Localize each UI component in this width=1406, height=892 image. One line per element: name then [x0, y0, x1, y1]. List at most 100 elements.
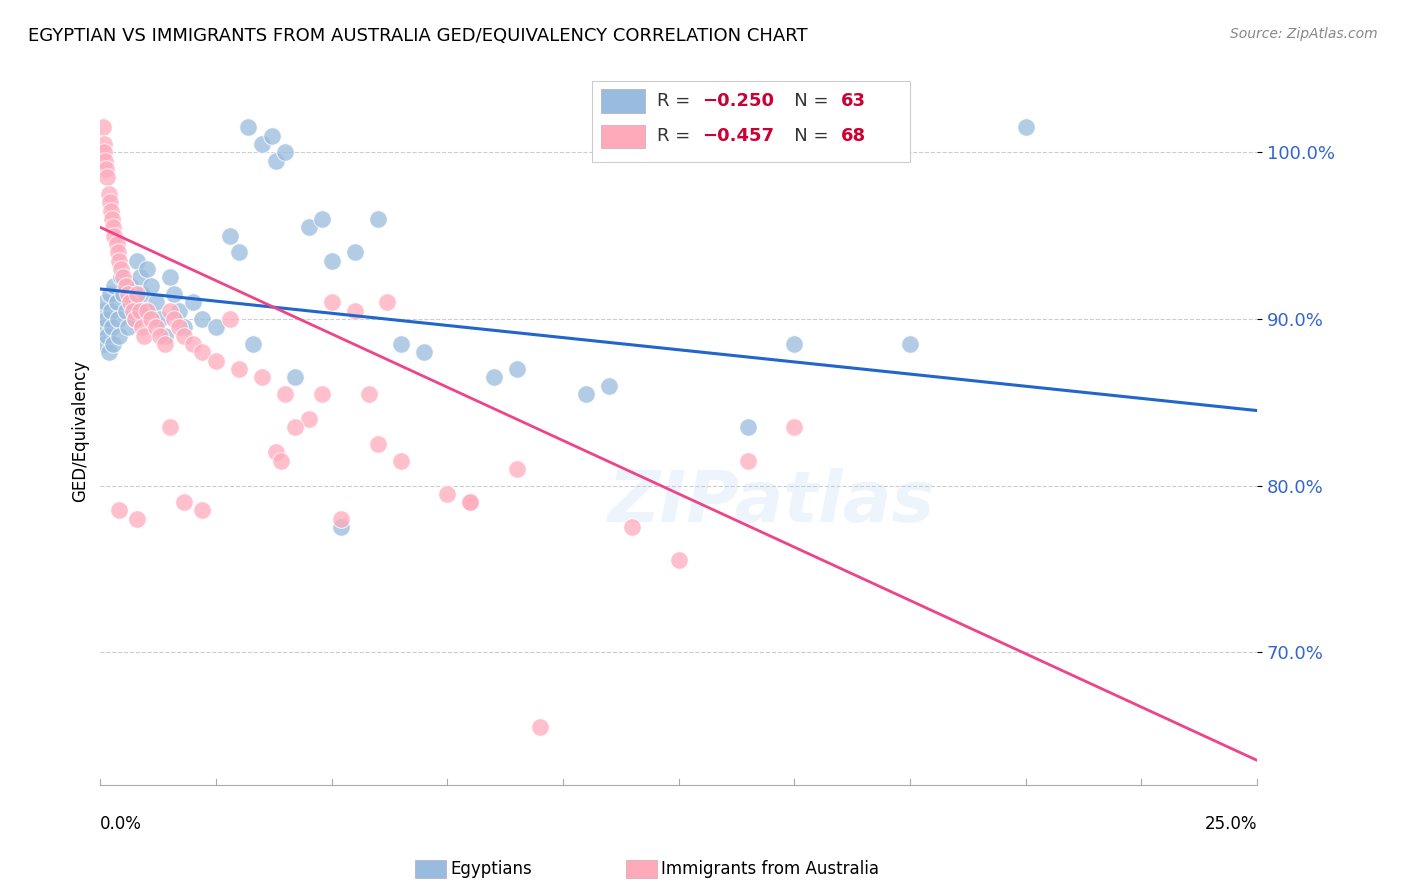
Point — [621, 520, 644, 534]
Point — [321, 295, 343, 310]
Point — [124, 312, 146, 326]
Point — [375, 295, 398, 310]
Point — [94, 312, 117, 326]
Point — [117, 320, 139, 334]
Point — [163, 312, 186, 326]
Point — [101, 320, 124, 334]
Point — [329, 520, 352, 534]
Point — [167, 303, 190, 318]
Point — [110, 262, 132, 277]
Point — [103, 278, 125, 293]
Point — [149, 328, 172, 343]
Point — [135, 303, 157, 318]
Point — [460, 495, 482, 509]
Point — [127, 253, 149, 268]
Point — [205, 320, 228, 334]
Text: 68: 68 — [841, 128, 866, 145]
Point — [108, 503, 131, 517]
Point — [163, 287, 186, 301]
Text: ZIPatlas: ZIPatlas — [607, 467, 935, 537]
Point — [141, 312, 163, 326]
Point — [117, 287, 139, 301]
Point — [668, 553, 690, 567]
Point — [389, 453, 412, 467]
Text: EGYPTIAN VS IMMIGRANTS FROM AUSTRALIA GED/EQUIVALENCY CORRELATION CHART: EGYPTIAN VS IMMIGRANTS FROM AUSTRALIA GE… — [28, 27, 807, 45]
Point — [297, 220, 319, 235]
Point — [91, 120, 114, 135]
Point — [101, 212, 124, 227]
Point — [145, 295, 167, 310]
Point — [238, 120, 260, 135]
Point — [389, 337, 412, 351]
Point — [219, 312, 242, 326]
Point — [103, 220, 125, 235]
Point — [120, 295, 142, 310]
Point — [311, 387, 333, 401]
Text: R =: R = — [657, 128, 696, 145]
Text: Egyptians: Egyptians — [450, 860, 531, 878]
Text: R =: R = — [657, 92, 696, 110]
Point — [506, 462, 529, 476]
Point — [264, 153, 287, 168]
Point — [110, 270, 132, 285]
Point — [343, 303, 366, 318]
Point — [367, 437, 389, 451]
Point — [103, 228, 125, 243]
FancyBboxPatch shape — [602, 89, 645, 112]
Point — [94, 295, 117, 310]
Point — [131, 320, 153, 334]
Point — [264, 445, 287, 459]
Point — [159, 420, 181, 434]
Point — [506, 362, 529, 376]
Point — [93, 320, 115, 334]
Point — [311, 212, 333, 227]
Text: N =: N = — [778, 92, 834, 110]
Point — [284, 420, 307, 434]
Point — [94, 153, 117, 168]
Point — [367, 212, 389, 227]
Point — [114, 278, 136, 293]
Text: 63: 63 — [841, 92, 866, 110]
Point — [91, 303, 114, 318]
Point — [219, 228, 242, 243]
Point — [97, 187, 120, 202]
Point — [100, 203, 122, 218]
Point — [173, 320, 195, 334]
Point — [134, 328, 156, 343]
Point — [128, 270, 150, 285]
Point — [131, 287, 153, 301]
Point — [98, 287, 121, 301]
Point — [167, 320, 190, 334]
Point — [242, 337, 264, 351]
Point — [783, 337, 806, 351]
Point — [191, 503, 214, 517]
Point — [329, 512, 352, 526]
Point — [93, 145, 115, 160]
Point — [191, 312, 214, 326]
Text: Immigrants from Australia: Immigrants from Australia — [661, 860, 879, 878]
Text: Source: ZipAtlas.com: Source: ZipAtlas.com — [1230, 27, 1378, 41]
Point — [898, 337, 921, 351]
Text: −0.250: −0.250 — [702, 92, 773, 110]
Point — [98, 195, 121, 210]
Point — [737, 420, 759, 434]
Point — [145, 320, 167, 334]
Point — [482, 370, 505, 384]
Point — [108, 253, 131, 268]
Point — [100, 303, 122, 318]
Point — [112, 270, 135, 285]
Point — [127, 512, 149, 526]
Text: N =: N = — [778, 128, 834, 145]
Point — [321, 253, 343, 268]
Point — [297, 412, 319, 426]
Point — [121, 303, 143, 318]
Point — [105, 295, 128, 310]
Point — [103, 337, 125, 351]
Point — [575, 387, 598, 401]
Point — [460, 495, 482, 509]
Point — [153, 337, 176, 351]
Point — [108, 328, 131, 343]
Point — [260, 128, 283, 143]
Point — [159, 303, 181, 318]
Point — [274, 387, 297, 401]
